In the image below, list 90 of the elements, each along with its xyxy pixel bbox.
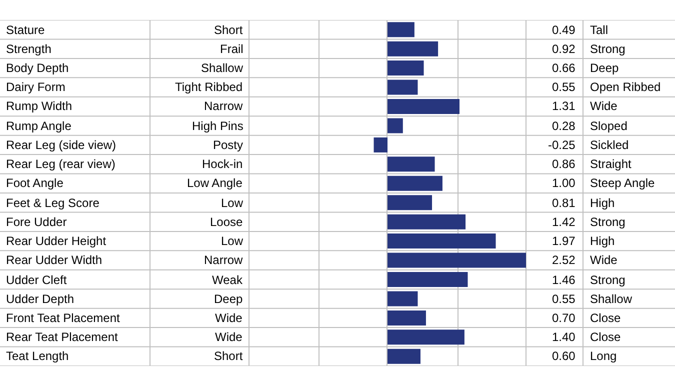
y2-tick-label: Sloped bbox=[590, 119, 628, 133]
bar bbox=[388, 234, 496, 249]
data-label: 1.00 bbox=[552, 176, 576, 190]
y-tick-label: Foot Angle bbox=[6, 176, 64, 190]
text: Narrow bbox=[204, 253, 244, 267]
y2-tick-label: Deep bbox=[590, 61, 620, 75]
y-tick-label: Rear Udder Width bbox=[6, 253, 102, 267]
y-tick-label: Stature bbox=[6, 23, 46, 37]
text: Low bbox=[221, 196, 244, 210]
y2-tick-label: Close bbox=[590, 330, 622, 344]
y2-tick-label: Steep Angle bbox=[590, 176, 656, 190]
bar bbox=[388, 348, 420, 364]
data-label: -0.25 bbox=[548, 138, 576, 152]
bar bbox=[388, 99, 460, 114]
y2-tick-label: High bbox=[590, 234, 615, 248]
y2-tick-label: Shallow bbox=[590, 292, 632, 306]
text: Tight Ribbed bbox=[175, 80, 243, 94]
text: Hock-in bbox=[202, 157, 243, 171]
y-tick-label: Udder Depth bbox=[6, 292, 74, 306]
text: Low bbox=[221, 234, 244, 248]
y-tick-label: Dairy Form bbox=[6, 80, 66, 94]
data-label: 0.60 bbox=[552, 349, 576, 363]
text: Wide bbox=[215, 330, 243, 344]
y2-tick-label: Wide bbox=[590, 253, 618, 267]
bar bbox=[388, 22, 414, 38]
bar bbox=[388, 118, 403, 134]
y2-tick-label: Long bbox=[590, 349, 617, 363]
text: Frail bbox=[220, 42, 244, 56]
text: Posty bbox=[213, 138, 244, 152]
y-tick-label: Feet & Leg Score bbox=[6, 196, 100, 210]
y-tick-label: Rear Leg (rear view) bbox=[6, 157, 116, 171]
y2-tick-label: Strong bbox=[590, 42, 626, 56]
y-tick-label: Rear Teat Placement bbox=[6, 330, 119, 344]
bar bbox=[374, 137, 388, 152]
text: Short bbox=[214, 349, 244, 363]
text: Short bbox=[214, 23, 244, 37]
text: Low Angle bbox=[187, 176, 243, 190]
data-label: 0.81 bbox=[552, 196, 576, 210]
bar bbox=[388, 41, 438, 56]
y-tick-label: Rump Angle bbox=[6, 119, 72, 133]
y2-tick-label: Strong bbox=[590, 273, 626, 287]
y-tick-label: Fore Udder bbox=[6, 215, 67, 229]
data-label: 0.55 bbox=[552, 80, 576, 94]
data-label: 0.49 bbox=[552, 23, 576, 37]
y-tick-label: Rear Leg (side view) bbox=[6, 138, 116, 152]
y2-tick-label: Sickled bbox=[590, 138, 629, 152]
y-tick-label: Rump Width bbox=[6, 99, 72, 113]
bar bbox=[388, 156, 435, 172]
bar bbox=[388, 60, 424, 76]
data-label: 1.46 bbox=[552, 273, 576, 287]
y-tick-label: Front Teat Placement bbox=[6, 311, 120, 325]
y2-tick-label: Straight bbox=[590, 157, 632, 171]
bar bbox=[388, 291, 418, 306]
text: Weak bbox=[212, 273, 244, 287]
data-label: 0.86 bbox=[552, 157, 576, 171]
data-label: 2.52 bbox=[552, 253, 576, 267]
data-label: 1.42 bbox=[552, 215, 576, 229]
y-tick-label: Teat Length bbox=[6, 349, 69, 363]
y-tick-label: Udder Cleft bbox=[6, 273, 68, 287]
text: Deep bbox=[214, 292, 244, 306]
data-label: 0.28 bbox=[552, 119, 576, 133]
data-label: 1.97 bbox=[552, 234, 576, 248]
bar bbox=[388, 252, 526, 268]
text: Shallow bbox=[201, 61, 244, 75]
text: Narrow bbox=[204, 99, 244, 113]
data-label: 0.66 bbox=[552, 61, 576, 75]
bar bbox=[388, 330, 464, 345]
y2-tick-label: Wide bbox=[590, 99, 618, 113]
y2-tick-label: Open Ribbed bbox=[590, 80, 661, 94]
y2-tick-label: Strong bbox=[590, 215, 626, 229]
text: High Pins bbox=[192, 119, 244, 133]
data-label: 1.40 bbox=[552, 330, 576, 344]
data-label: 0.70 bbox=[552, 311, 576, 325]
bar bbox=[388, 214, 466, 230]
y2-tick-label: High bbox=[590, 196, 615, 210]
text: Wide bbox=[215, 311, 243, 325]
data-label: 0.55 bbox=[552, 292, 576, 306]
y2-tick-label: Tall bbox=[590, 23, 608, 37]
data-label: 1.31 bbox=[552, 99, 576, 113]
bar bbox=[388, 176, 442, 191]
text: Loose bbox=[210, 215, 244, 229]
bar bbox=[388, 195, 432, 210]
y2-tick-label: Close bbox=[590, 311, 622, 325]
data-label: 0.92 bbox=[552, 42, 576, 56]
y-tick-label: Body Depth bbox=[6, 61, 69, 75]
bar bbox=[388, 80, 418, 95]
bar bbox=[388, 310, 426, 326]
y-tick-label: Rear Udder Height bbox=[6, 234, 107, 248]
bar bbox=[388, 272, 468, 287]
y-tick-label: Strength bbox=[6, 42, 52, 56]
